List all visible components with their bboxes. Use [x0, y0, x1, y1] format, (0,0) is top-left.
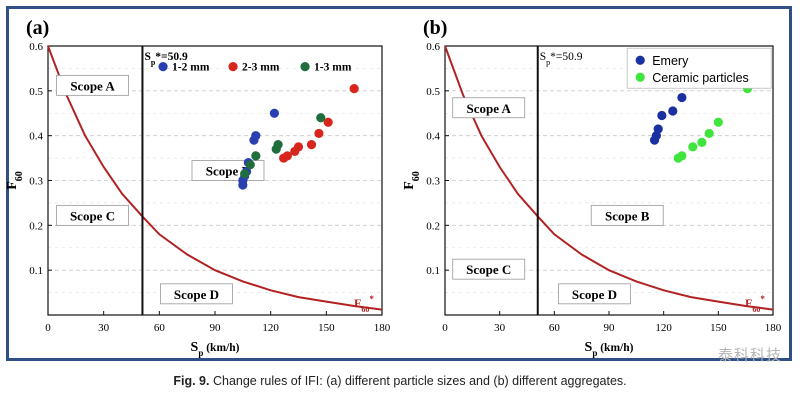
- figure-caption: Fig. 9. Change rules of IFI: (a) differe…: [0, 374, 800, 388]
- legend-label: Emery: [652, 54, 689, 68]
- y-tick-label: 0.4: [426, 131, 440, 143]
- scope-label: Scope D: [572, 287, 617, 302]
- y-axis-title: F60: [5, 171, 25, 190]
- caption-label: Fig. 9.: [173, 374, 210, 388]
- x-axis-title: Sp (km/h): [585, 340, 634, 358]
- scope-label: Scope A: [70, 78, 115, 93]
- legend-label: 2-3 mm: [242, 62, 280, 74]
- x-tick-label: 60: [549, 322, 561, 334]
- y-tick-label: 0.3: [426, 176, 440, 188]
- x-axis-title: Sp (km/h): [191, 340, 240, 358]
- y-tick-label: 0.3: [29, 176, 43, 188]
- data-point: [245, 160, 255, 170]
- data-point: [240, 169, 250, 179]
- legend-box: [626, 47, 772, 89]
- x-tick-label: 0: [442, 322, 448, 334]
- legend-marker: [158, 62, 168, 72]
- x-tick-label: 150: [318, 322, 335, 334]
- scope-label: Scope C: [466, 262, 511, 277]
- x-tick-label: 180: [765, 322, 782, 334]
- panel-label: (b): [423, 17, 447, 39]
- data-point: [251, 151, 261, 161]
- data-point: [677, 151, 687, 161]
- y-tick-label: 0.6: [29, 41, 43, 53]
- data-point: [349, 83, 359, 94]
- data-point: [668, 106, 678, 116]
- legend-label: 1-3 mm: [314, 62, 352, 74]
- curve-label: F60*: [354, 294, 374, 314]
- data-point: [657, 110, 667, 121]
- y-tick-label: 0.5: [426, 86, 440, 98]
- scope-label: Scope A: [467, 101, 512, 116]
- caption-text: Change rules of IFI: (a) different parti…: [212, 374, 627, 388]
- watermark: 泰科科技: [717, 347, 782, 364]
- data-point: [653, 124, 663, 134]
- data-point: [316, 113, 326, 123]
- scope-box: [452, 97, 526, 119]
- chart-panel-a: 0 30 60 90 120 150 180 0.1 0.2 0.3 0.4 0.5 0.6 Sp (km…: [5, 17, 391, 358]
- threshold-curve: [444, 45, 774, 311]
- legend-label: 1-2 mm: [172, 62, 210, 74]
- critical-speed-label: Sp*=50.9: [540, 51, 583, 67]
- x-tick-label: 120: [655, 322, 672, 334]
- legend-marker: [635, 55, 645, 65]
- y-tick-label: 0.1: [426, 265, 440, 277]
- scope-box: [558, 283, 631, 305]
- x-tick-label: 60: [154, 322, 166, 334]
- legend-marker: [300, 62, 310, 72]
- scope-box: [452, 258, 526, 280]
- x-tick-label: 90: [604, 322, 616, 334]
- scope-box: [160, 283, 233, 305]
- panel-label: (a): [26, 17, 49, 39]
- data-point: [713, 117, 723, 127]
- x-tick-label: 120: [262, 322, 279, 334]
- data-point: [697, 137, 707, 147]
- x-tick-label: 180: [374, 322, 391, 334]
- data-point: [688, 142, 698, 152]
- x-tick-label: 0: [45, 322, 51, 334]
- data-point: [293, 142, 304, 152]
- scope-label: Scope B: [206, 164, 251, 179]
- data-point: [314, 128, 324, 139]
- data-point: [269, 108, 279, 118]
- legend-marker: [228, 62, 238, 72]
- data-point: [251, 131, 261, 141]
- data-point: [306, 140, 317, 150]
- data-point: [704, 128, 714, 139]
- x-tick-label: 150: [710, 322, 727, 334]
- y-tick-label: 0.1: [29, 265, 43, 277]
- legend-label: Ceramic particles: [652, 71, 749, 85]
- threshold-curve: [47, 45, 383, 311]
- scope-label: Scope C: [70, 208, 115, 223]
- scope-box: [590, 204, 664, 226]
- data-point: [323, 117, 333, 127]
- y-tick-label: 0.6: [426, 41, 440, 53]
- y-tick-label: 0.2: [426, 220, 440, 232]
- x-tick-label: 30: [494, 322, 506, 334]
- y-tick-label: 0.4: [29, 131, 43, 143]
- legend-marker: [635, 72, 645, 82]
- curve-label: F60*: [745, 294, 765, 314]
- y-axis-title: F60: [402, 171, 422, 190]
- y-tick-label: 0.5: [29, 86, 43, 98]
- x-tick-label: 30: [98, 322, 110, 334]
- scope-box: [56, 204, 129, 226]
- figure-frame: [6, 6, 792, 361]
- critical-speed-label: Sp*=50.9: [144, 51, 188, 67]
- data-point: [677, 92, 687, 103]
- chart-panel-b: 0 30 60 90 120 150 180 0.1 0.2 0.3 0.4 0.5 0.6 Sp (km…: [402, 17, 782, 358]
- scope-label: Scope D: [174, 287, 219, 302]
- scope-label: Scope B: [605, 208, 650, 223]
- scope-box: [56, 74, 129, 96]
- data-point: [282, 151, 292, 161]
- data-point: [273, 140, 283, 150]
- x-tick-label: 90: [210, 322, 222, 334]
- y-tick-label: 0.2: [29, 220, 43, 232]
